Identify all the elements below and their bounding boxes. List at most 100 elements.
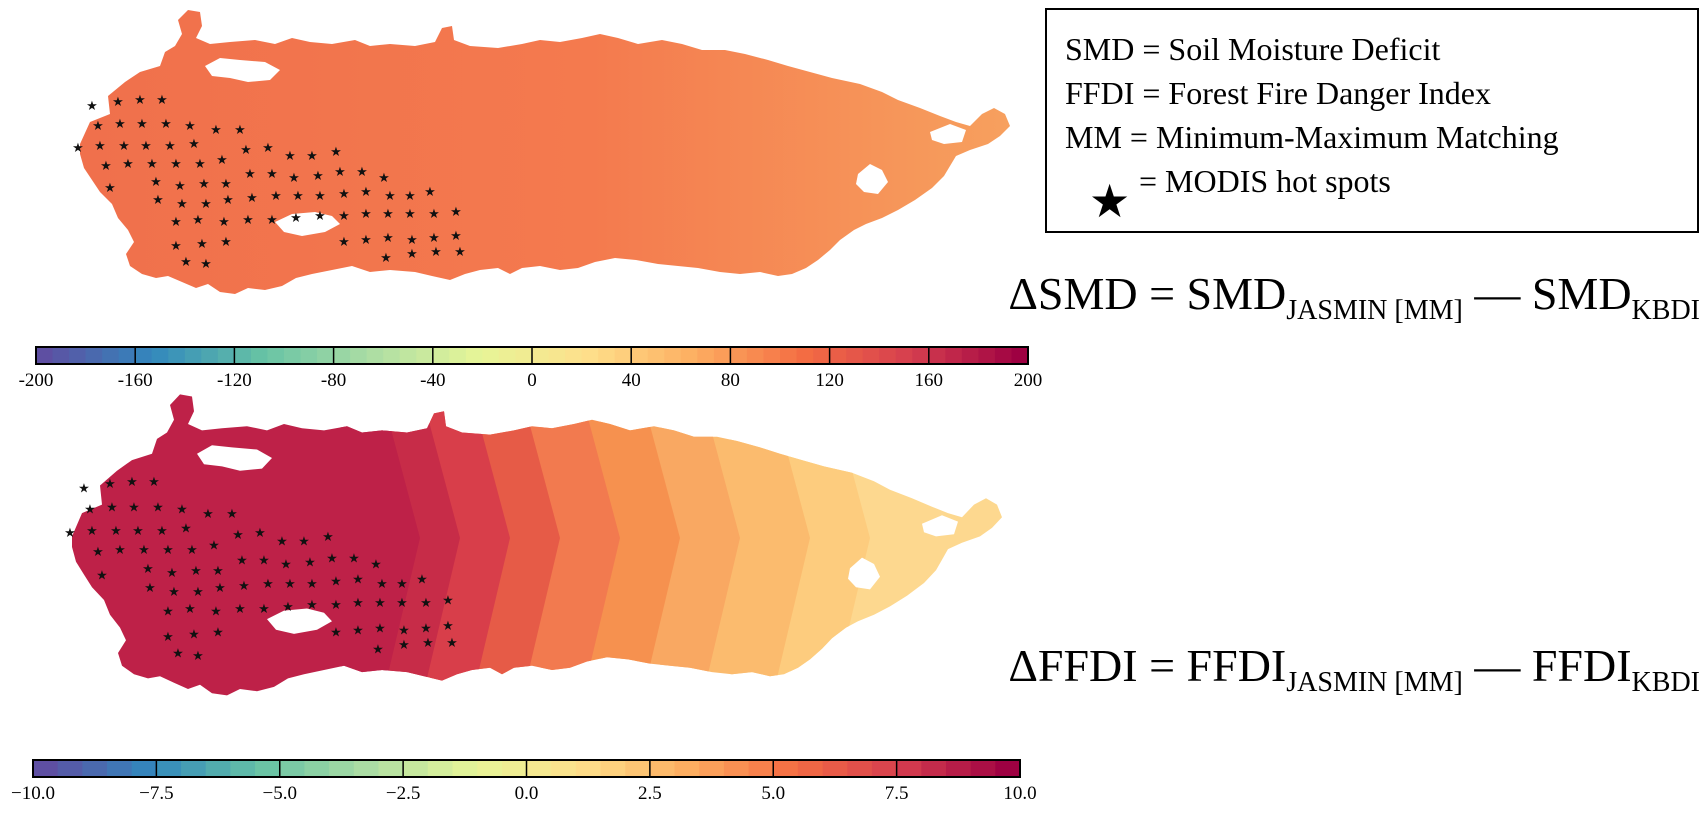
hotspot-star: ★ [422,636,434,651]
hotspot-star: ★ [168,585,180,600]
colorbar-segment [945,347,963,364]
colorbar-segment [131,760,157,777]
hotspot-star: ★ [150,175,162,190]
colorbar-segment [978,347,996,364]
colorbar-segment [515,347,533,364]
hotspot-star: ★ [196,237,208,252]
colorbar-tick-label: -200 [19,370,54,391]
smd-hotspots: ★ ★ ★ ★ ★ ★ ★ ★ ★ ★ ★ ★ ★ ★ ★ ★ ★ ★ ★ ★ ★ ★ ★ ★ ★ ★ ★ ★ ★ ★ ★ ★ ★ ★ ★ ★ ★ ★ ★ ★… [72,93,466,272]
hotspot-star: ★ [216,153,228,168]
hotspot-star: ★ [106,500,118,515]
colorbar-segment [255,760,281,777]
colorbar-segment [378,760,404,777]
colorbar-segment [871,760,898,777]
smd-country-shape [80,10,1010,294]
hotspot-star: ★ [352,573,364,588]
hotspot-star: ★ [138,543,150,558]
colorbar-segment [230,760,256,777]
hotspot-star: ★ [132,524,144,539]
hotspot-star: ★ [194,157,206,172]
colorbar-segment [135,347,153,364]
hotspot-star: ★ [126,475,138,490]
hotspot-star: ★ [118,139,130,154]
colorbar-segment [548,347,566,364]
hotspot-star: ★ [218,215,230,230]
hotspot-star: ★ [212,564,224,579]
hotspot-star: ★ [134,93,146,108]
hotspot-star: ★ [380,251,392,266]
smd-eq-lhs: ΔSMD = SMD [1008,268,1287,319]
ffdi-map: ★ ★ ★ ★ ★ ★ ★ ★ ★ ★ ★ ★ ★ ★ ★ ★ ★ ★ ★ ★ ★ ★ ★ ★ ★ ★ ★ ★ ★ ★ ★ ★ ★ ★ ★ ★ ★ ★ ★ ★… [64,394,1002,696]
hotspot-star: ★ [188,628,200,643]
hotspot-star: ★ [262,141,274,156]
colorbar-tick-label: -120 [217,370,252,391]
hotspot-star: ★ [220,235,232,250]
hotspot-star: ★ [96,568,108,583]
hotspot-star: ★ [86,524,98,539]
legend-box: SMD = Soil Moisture Deficit FFDI = Fores… [1045,8,1699,233]
hotspot-star: ★ [266,167,278,182]
hotspot-star: ★ [226,507,238,522]
colorbar-segment [403,760,429,777]
hotspot-star: ★ [94,139,106,154]
hotspot-star: ★ [330,145,342,160]
colorbar-tick-label: −2.5 [386,783,420,804]
colorbar-segment [928,347,946,364]
hotspot-star: ★ [220,177,232,192]
hotspot-star: ★ [312,169,324,184]
colorbar-segment [36,347,54,364]
colorbar-segment [773,760,799,777]
colorbar-segment [300,347,318,364]
colorbar-segment [102,347,120,364]
colorbar-tick-label: 10.0 [1003,783,1036,804]
hotspot-star: ★ [306,149,318,164]
hotspot-star: ★ [236,553,248,568]
smd-map: ★ ★ ★ ★ ★ ★ ★ ★ ★ ★ ★ ★ ★ ★ ★ ★ ★ ★ ★ ★ ★ ★ ★ ★ ★ ★ ★ ★ ★ ★ ★ ★ ★ ★ ★ ★ ★ ★ ★ ★… [72,10,1010,294]
colorbar-segment [575,760,602,777]
hotspot-star: ★ [176,503,188,518]
colorbar-tick-label: 120 [815,370,844,391]
hotspot-star: ★ [128,500,140,515]
colorbar-tick-label: −10.0 [11,783,55,804]
colorbar-tick-label: 0 [527,370,537,391]
ffdi-eq-lhs: ΔFFDI = FFDI [1008,640,1287,691]
hotspot-star: ★ [338,187,350,202]
colorbar-segment [730,347,748,364]
hotspot-star: ★ [100,159,112,174]
hotspot-star: ★ [276,534,288,549]
colorbar-segment [846,347,864,364]
hotspot-star: ★ [262,577,274,592]
colorbar-segment [329,760,355,777]
colorbar-segment [279,760,306,777]
hotspot-star: ★ [360,207,372,222]
colorbar-tick-label: -40 [420,370,445,391]
hotspot-star: ★ [232,528,244,543]
colorbar-tick-label: 80 [721,370,740,391]
colorbar-segment [895,347,913,364]
hotspot-star: ★ [180,255,192,270]
colorbar-segment [217,347,235,364]
colorbar-segment [449,347,467,364]
hotspot-star: ★ [330,626,342,641]
hotspot-star: ★ [396,596,408,611]
hotspot-star: ★ [156,524,168,539]
hotspot-star: ★ [240,143,252,158]
hotspot-star: ★ [162,630,174,645]
hotspot-star: ★ [404,207,416,222]
colorbar-segment [780,347,798,364]
hotspot-star: ★ [104,477,116,492]
colorbar-segment [69,347,87,364]
hotspot-star: ★ [314,189,326,204]
hotspot-star: ★ [406,247,418,262]
colorbar-segment [477,760,503,777]
hotspot-star: ★ [246,191,258,206]
colorbar-tick-label: −5.0 [263,783,297,804]
hotspot-star: ★ [190,564,202,579]
ffdi-hotspots: ★ ★ ★ ★ ★ ★ ★ ★ ★ ★ ★ ★ ★ ★ ★ ★ ★ ★ ★ ★ ★ ★ ★ ★ ★ ★ ★ ★ ★ ★ ★ ★ ★ ★ ★ ★ ★ ★ ★ ★… [64,475,458,664]
hotspot-star: ★ [112,95,124,110]
hotspot-star: ★ [170,215,182,230]
colorbar-segment [862,347,880,364]
legend-mm-line: MM = Minimum-Maximum Matching [1065,119,1559,155]
hotspot-star: ★ [174,179,186,194]
colorbar-segment [526,760,552,777]
